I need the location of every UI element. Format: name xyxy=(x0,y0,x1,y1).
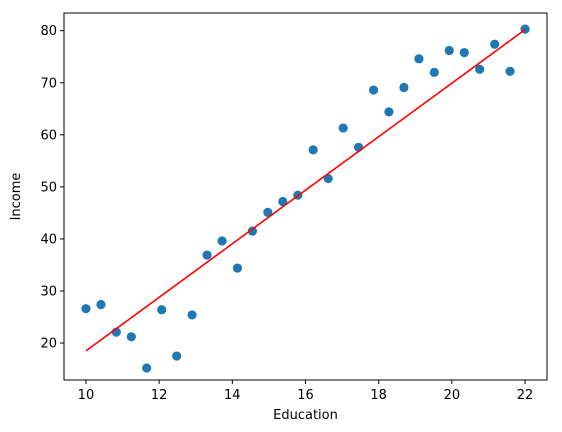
data-point-25 xyxy=(444,45,454,56)
data-point-9 xyxy=(202,250,212,260)
x-tick-label-20: 20 xyxy=(444,388,461,403)
data-point-12 xyxy=(247,226,258,236)
x-tick-label-16: 16 xyxy=(297,388,314,403)
data-point-13 xyxy=(263,207,273,217)
data-point-22 xyxy=(399,82,409,93)
data-point-1 xyxy=(81,304,91,314)
data-point-7 xyxy=(172,351,182,361)
data-point-5 xyxy=(142,363,152,373)
x-axis-title: Education xyxy=(273,408,338,423)
chart-axes: 10 12 14 16 18 20 22 20 30 40 50 60 70 80 xyxy=(40,12,548,403)
x-tick-label-10: 10 xyxy=(78,388,95,403)
y-tick-label-80: 80 xyxy=(40,24,57,39)
data-point-27 xyxy=(475,64,485,74)
data-point-24 xyxy=(429,67,439,77)
data-point-14 xyxy=(278,196,288,207)
x-tick-label-14: 14 xyxy=(224,388,241,403)
plot-area xyxy=(64,13,547,380)
x-tick-label-12: 12 xyxy=(151,388,168,403)
data-point-18 xyxy=(338,123,348,133)
y-tick-label-30: 30 xyxy=(40,284,57,299)
x-tick-label-18: 18 xyxy=(370,388,387,403)
data-point-11 xyxy=(232,263,243,273)
y-tick-label-40: 40 xyxy=(40,232,57,247)
data-point-23 xyxy=(414,54,424,64)
y-axis-title: Income xyxy=(9,173,24,221)
y-tick-label-60: 60 xyxy=(40,128,57,143)
data-point-29 xyxy=(505,66,515,76)
data-point-2 xyxy=(96,299,106,310)
data-point-10 xyxy=(217,236,227,246)
data-point-4 xyxy=(126,332,136,342)
y-tick-label-70: 70 xyxy=(40,76,57,91)
data-point-8 xyxy=(187,310,197,320)
y-tick-label-20: 20 xyxy=(40,337,57,352)
y-tick-label-50: 50 xyxy=(40,180,57,195)
data-point-6 xyxy=(157,305,167,315)
data-point-20 xyxy=(368,85,379,95)
fit-line xyxy=(85,29,526,352)
chart-marks xyxy=(81,24,530,373)
data-point-21 xyxy=(384,107,394,117)
x-tick-label-22: 22 xyxy=(517,388,534,403)
data-point-16 xyxy=(308,145,318,155)
data-point-28 xyxy=(490,39,500,49)
data-point-26 xyxy=(459,47,469,58)
